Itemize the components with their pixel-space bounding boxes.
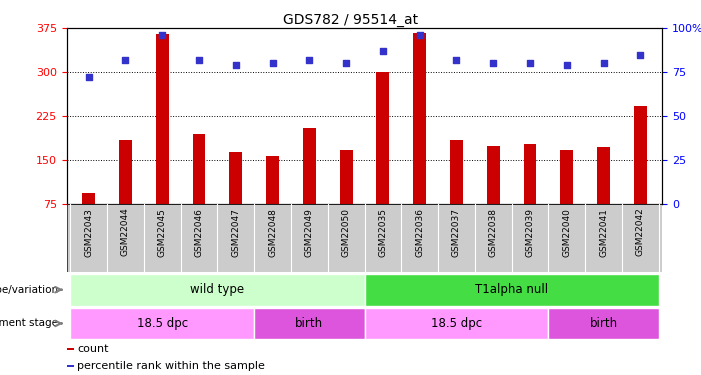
Bar [303,128,315,204]
Bar [266,156,279,204]
Text: GSM22039: GSM22039 [526,208,535,257]
Bar [67,204,662,272]
Point [524,60,536,66]
Text: development stage: development stage [0,318,58,328]
Text: GSM22049: GSM22049 [305,208,314,256]
Text: birth: birth [590,317,618,330]
Text: GSM22038: GSM22038 [489,208,498,257]
Bar [70,308,254,339]
Text: birth: birth [295,317,323,330]
Point [488,60,499,66]
Text: percentile rank within the sample: percentile rank within the sample [77,361,265,371]
Bar [376,72,389,204]
Point [120,57,131,63]
Point [562,62,573,68]
Bar [365,308,548,339]
Point [83,75,94,81]
Bar [82,193,95,204]
Point [156,32,168,38]
Point [341,60,352,66]
Text: GSM22035: GSM22035 [379,208,388,257]
Text: GSM22042: GSM22042 [636,208,645,256]
Text: 18.5 dpc: 18.5 dpc [431,317,482,330]
Bar [254,308,365,339]
Text: GSM22037: GSM22037 [452,208,461,257]
Point [304,57,315,63]
Text: GSM22045: GSM22045 [158,208,167,256]
Bar [450,140,463,204]
Bar [193,134,205,204]
Text: GSM22040: GSM22040 [562,208,571,256]
Bar [524,144,536,204]
Point [377,48,388,54]
Bar [560,150,573,204]
Point [451,57,462,63]
Point [193,57,205,63]
Bar [119,140,132,204]
Bar [70,274,365,306]
Bar [67,348,74,350]
Text: count: count [77,344,109,354]
Point [635,52,646,58]
Bar [414,33,426,204]
Text: T1alpha null: T1alpha null [475,283,548,296]
Bar [365,274,659,306]
Text: GDS782 / 95514_at: GDS782 / 95514_at [283,13,418,27]
Bar [67,365,74,367]
Point [267,60,278,66]
Text: GSM22041: GSM22041 [599,208,608,256]
Text: wild type: wild type [191,283,245,296]
Text: GSM22044: GSM22044 [121,208,130,256]
Bar [548,308,659,339]
Text: GSM22047: GSM22047 [231,208,240,256]
Bar [486,146,500,204]
Bar [340,150,353,204]
Point [598,60,609,66]
Text: genotype/variation: genotype/variation [0,285,58,295]
Bar [229,152,243,204]
Bar [597,147,610,204]
Text: GSM22043: GSM22043 [84,208,93,256]
Text: GSM22036: GSM22036 [415,208,424,257]
Text: GSM22050: GSM22050 [341,208,350,257]
Bar [634,106,647,204]
Text: GSM22048: GSM22048 [268,208,277,256]
Text: GSM22046: GSM22046 [194,208,203,256]
Point [414,32,426,38]
Point [230,62,241,68]
Text: 18.5 dpc: 18.5 dpc [137,317,188,330]
Bar [156,34,169,204]
